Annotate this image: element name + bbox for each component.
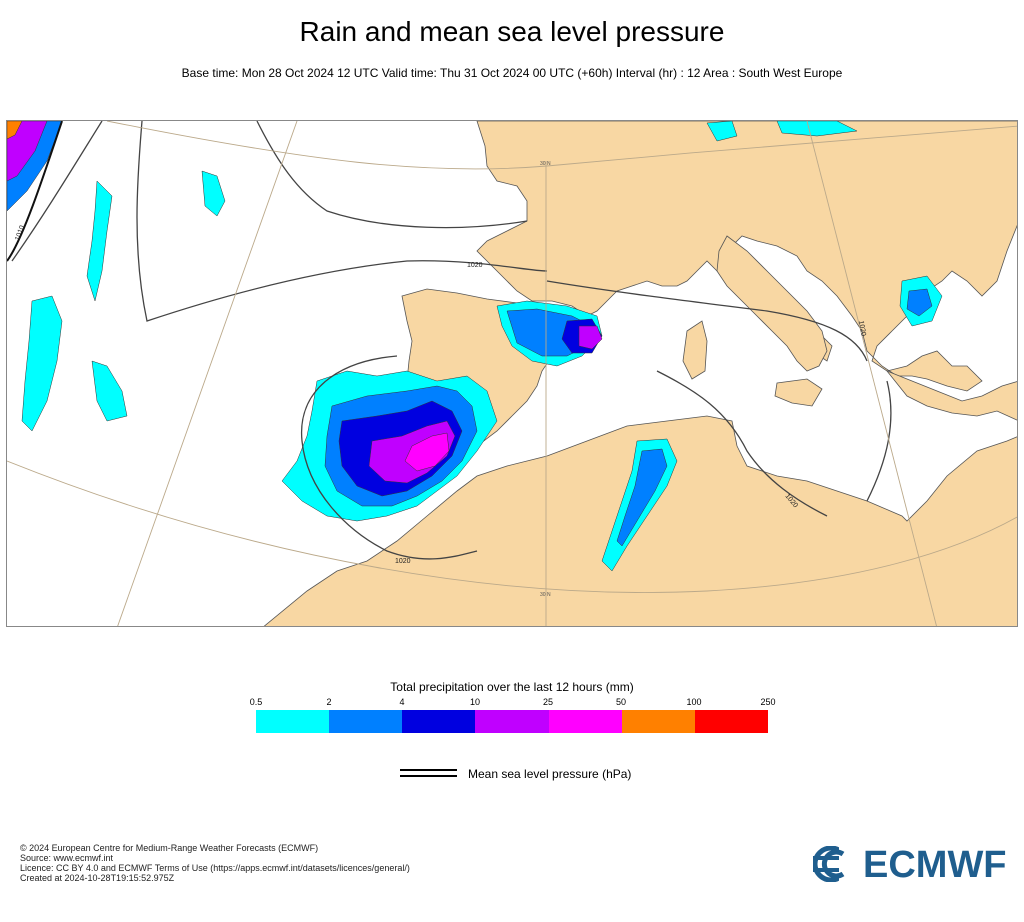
- ecmwf-logo: ECMWF: [812, 844, 1008, 886]
- footer-line: Source: www.ecmwf.int: [20, 853, 114, 863]
- precipitation-colorbar: [256, 710, 768, 733]
- precip-cyan-nw4: [86, 180, 113, 302]
- legend-tick: 10: [469, 697, 481, 707]
- land-sardinia: [682, 320, 708, 380]
- precip-blue-algeria: [616, 448, 668, 547]
- colorbar-segment: [694, 710, 768, 733]
- map-canvas: 1010 1020 1020 1020 1020 30 N 30 N: [7, 121, 1017, 626]
- isobar-label: 1020: [467, 262, 483, 269]
- precip-cyan-north2: [776, 121, 858, 137]
- ecmwf-logo-text: ECMWF: [863, 844, 1007, 886]
- weather-map: 1010 1020 1020 1020 1020 30 N 30 N: [6, 120, 1018, 627]
- land-areas: [263, 121, 1017, 626]
- graticule-label: 30 N: [540, 592, 551, 598]
- precip-cyan-north: [706, 121, 738, 142]
- isobar-label: 1020: [857, 320, 867, 337]
- precip-blue-greece: [906, 288, 933, 317]
- isobars: [7, 121, 892, 560]
- colorbar-segment: [329, 710, 403, 733]
- isobar-label: 1020: [395, 558, 411, 565]
- precip-magenta-atlantic: [404, 432, 450, 472]
- precip-purple-corner: [7, 121, 48, 182]
- precip-cyan-nw3: [201, 170, 226, 217]
- footer-line: © 2024 European Centre for Medium-Range …: [20, 843, 319, 853]
- legend-tick: 2: [326, 697, 332, 707]
- mslp-legend-line: [400, 769, 457, 777]
- colorbar-segment: [256, 710, 330, 733]
- land-greece: [885, 370, 1017, 421]
- legend-tick: 100: [686, 697, 702, 707]
- isobar-label: 1010: [14, 225, 26, 242]
- colorbar-segment: [621, 710, 695, 733]
- precip-purple-france: [578, 325, 603, 350]
- footer-line: Created at 2024-10-28T19:15:52.975Z: [20, 873, 175, 883]
- land-sicily: [774, 378, 823, 407]
- precip-cyan-nw2: [91, 360, 128, 422]
- precip-cyan-nw: [21, 295, 63, 432]
- legend-tick: 250: [760, 697, 776, 707]
- legend-tick: 25: [542, 697, 554, 707]
- map-subtitle: Base time: Mon 28 Oct 2024 12 UTC Valid …: [181, 66, 843, 80]
- colorbar-segment: [402, 710, 476, 733]
- precipitation-areas: [7, 121, 943, 572]
- footer-line: Licence: CC BY 4.0 and ECMWF Terms of Us…: [20, 863, 410, 873]
- colorbar-segment: [475, 710, 549, 733]
- map-title: Rain and mean sea level pressure: [299, 16, 725, 47]
- legend-tick: 0.5: [249, 697, 263, 707]
- land-italy: [716, 235, 828, 372]
- ecmwf-logo-icon: [812, 845, 859, 883]
- graticule-label-group: 30 N 30 N: [540, 161, 551, 598]
- graticule: [7, 121, 1017, 626]
- footer-credits: © 2024 European Centre for Medium-Range …: [20, 843, 410, 883]
- legend-tick: 4: [399, 697, 405, 707]
- mslp-legend-label: Mean sea level pressure (hPa): [468, 767, 632, 781]
- precip-orange-corner: [7, 121, 23, 140]
- legend-title: Total precipitation over the last 12 hou…: [390, 680, 634, 694]
- colorbar-segment: [548, 710, 622, 733]
- graticule-label: 30 N: [540, 161, 551, 167]
- legend-tick: 50: [615, 697, 627, 707]
